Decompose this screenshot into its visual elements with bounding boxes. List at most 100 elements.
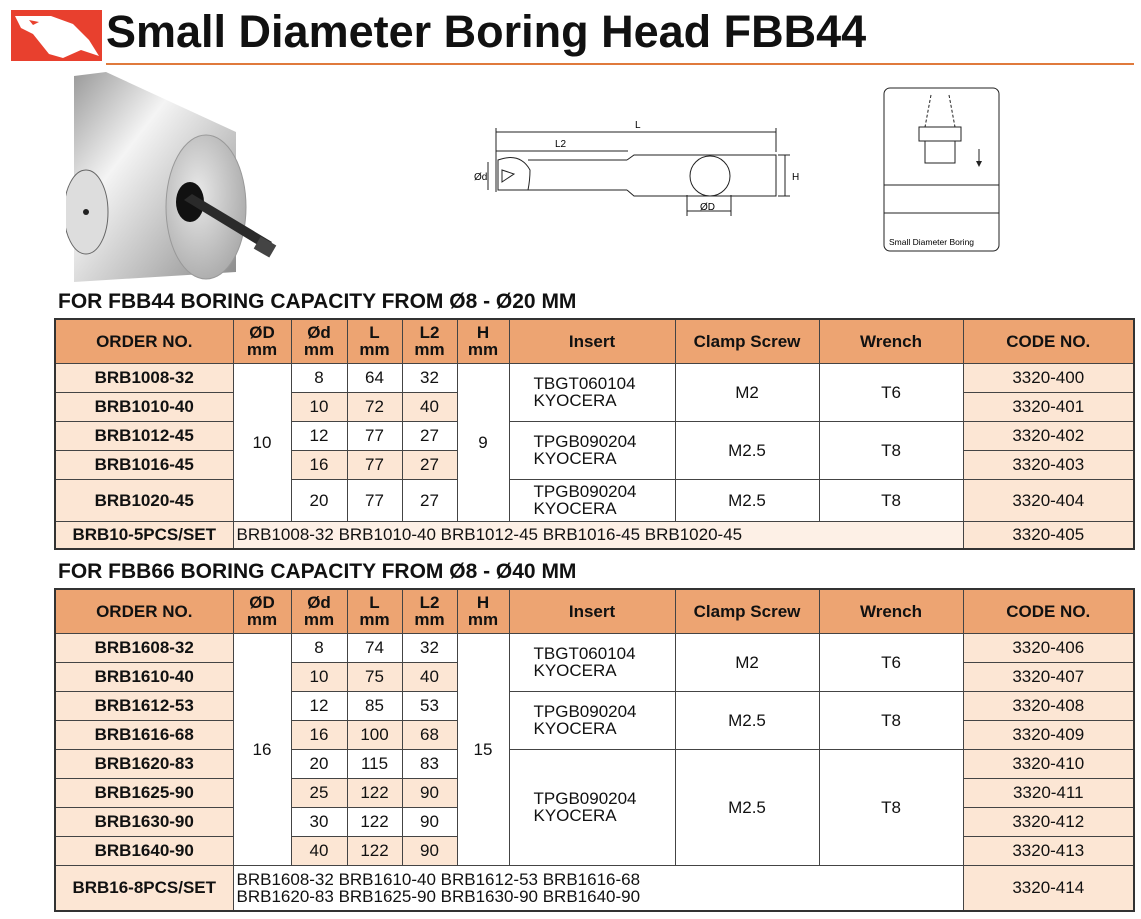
- code-no: 3320-406: [962, 632, 1135, 663]
- order-no: BRB1612-53: [54, 690, 234, 721]
- section-heading-fbb66: FOR FBB66 BORING CAPACITY FROM Ø8 - Ø40 …: [58, 560, 577, 583]
- code-no: 3320-401: [962, 391, 1135, 422]
- set-members-line: BRB1620-83 BRB1625-90 BRB1630-90 BRB1640…: [236, 886, 641, 906]
- insert-brand: KYOCERA: [533, 499, 617, 518]
- column-header-text: Ød: [307, 593, 331, 613]
- code-no: 3320-403: [962, 449, 1135, 480]
- column-header-text: mm: [414, 610, 445, 630]
- length: 74: [346, 632, 403, 663]
- column-header: L2 mm: [401, 318, 458, 364]
- code-no: 3320-402: [962, 420, 1135, 451]
- order-no: BRB1608-32: [54, 632, 234, 663]
- code-no: 3320-408: [962, 690, 1135, 721]
- column-header-text: Clamp Screw: [693, 331, 801, 351]
- table-row: BRB1012-45 12 77 27 TPGB090204 KYOCERA M2.5 T8 3…: [54, 420, 1135, 480]
- column-header-text: Ød: [307, 323, 331, 343]
- table-row: BRB1630-90 30 122 90 3320-412: [54, 806, 1135, 837]
- length: 100: [346, 719, 403, 750]
- column-header-text: ORDER NO.: [96, 331, 193, 351]
- set-row: BRB10-5PCS/SET BRB1008-32 BRB1010-40 BRB1…: [54, 520, 1135, 550]
- code-no: 3320-407: [962, 661, 1135, 692]
- insert-brand: KYOCERA: [533, 719, 617, 738]
- column-header-text: mm: [359, 340, 390, 360]
- column-header-text: CODE NO.: [1006, 601, 1091, 621]
- insert: TPGB090204 KYOCERA: [508, 478, 676, 522]
- column-header: Ød mm: [290, 588, 348, 634]
- column-header: CODE NO.: [962, 318, 1135, 364]
- code-no: 3320-404: [962, 478, 1135, 522]
- column-header: CODE NO.: [962, 588, 1135, 634]
- length: 122: [346, 777, 403, 808]
- min-bore-diameter: 8: [290, 362, 348, 393]
- column-header: ORDER NO.: [54, 588, 234, 634]
- order-no: BRB1008-32: [54, 362, 234, 393]
- table-row: BRB1640-90 40 122 90 3320-413: [54, 835, 1135, 866]
- min-bore-diameter: 25: [290, 777, 348, 808]
- insert-code: TBGT060104: [533, 374, 636, 393]
- column-header-text: H: [476, 323, 490, 343]
- length: 85: [346, 690, 403, 721]
- column-header: ØD mm: [232, 588, 292, 634]
- column-header: L2 mm: [401, 588, 458, 634]
- order-no: BRB1620-83: [54, 748, 234, 779]
- length: 115: [346, 748, 403, 779]
- column-header-text: Insert: [568, 331, 616, 351]
- insert-code: TPGB090204: [533, 789, 637, 808]
- clamp-screw: M2: [674, 362, 820, 422]
- code-no: 3320-413: [962, 835, 1135, 866]
- length-l2: 32: [401, 632, 458, 663]
- length: 72: [346, 391, 403, 422]
- code-no: 3320-411: [962, 777, 1135, 808]
- column-header-text: Wrench: [859, 601, 923, 621]
- insert-brand: KYOCERA: [533, 391, 617, 410]
- min-bore-diameter: 10: [290, 661, 348, 692]
- column-header: Insert: [508, 318, 676, 364]
- set-members: BRB1608-32 BRB1610-40 BRB1612-53 BRB1616…: [232, 864, 964, 912]
- column-header-text: ØD: [249, 593, 275, 613]
- insert-code: TPGB090204: [533, 432, 637, 451]
- shank-diameter: 16: [232, 632, 292, 866]
- table-row: BRB1016-45 16 77 27 3320-403: [54, 449, 1135, 480]
- order-no: BRB1640-90: [54, 835, 234, 866]
- title-underline: [106, 63, 1134, 65]
- insert-code: TBGT060104: [533, 644, 636, 663]
- set-members-line: BRB1608-32 BRB1610-40 BRB1612-53 BRB1616…: [236, 869, 641, 889]
- clamp-screw: M2.5: [674, 420, 820, 480]
- length-l2: 27: [401, 449, 458, 480]
- table-row: BRB1610-40 10 75 40 3320-407: [54, 661, 1135, 692]
- column-header-text: mm: [414, 340, 445, 360]
- min-bore-diameter: 40: [290, 835, 348, 866]
- min-bore-diameter: 16: [290, 449, 348, 480]
- diagram-caption: Small Diameter Boring: [889, 237, 974, 247]
- table-row: BRB1608-32 16 8 74 32 15 TBGT060104 KYOCERA M2 T6…: [54, 632, 1135, 866]
- column-header: Ød mm: [290, 318, 348, 364]
- length-l2: 27: [401, 420, 458, 451]
- wrench: T6: [818, 632, 964, 692]
- order-no: BRB1610-40: [54, 661, 234, 692]
- length: 77: [346, 478, 403, 522]
- diagram-label-d: Ød: [474, 172, 487, 183]
- order-no: BRB1616-68: [54, 719, 234, 750]
- column-header: Wrench: [818, 318, 964, 364]
- length-l2: 90: [401, 777, 458, 808]
- wrench: T8: [818, 748, 964, 866]
- column-header-text: L2: [419, 323, 440, 343]
- set-row: BRB16-8PCS/SET BRB1608-32 BRB1610-40 BRB1…: [54, 864, 1135, 912]
- length-l2: 83: [401, 748, 458, 779]
- table-row: BRB1612-53 12 85 53 TPGB090204 KYOCERA M2.5 T8 3…: [54, 690, 1135, 750]
- tool-dimension-diagram: L L2 ØD H Ød: [470, 110, 810, 230]
- length-l2: 68: [401, 719, 458, 750]
- length-l2: 32: [401, 362, 458, 393]
- clamp-screw: M2: [674, 632, 820, 692]
- column-header-text: Wrench: [859, 331, 923, 351]
- boring-operation-diagram: Small Diameter Boring: [883, 87, 1000, 252]
- diagram-label-H: H: [792, 172, 799, 183]
- clamp-screw: M2.5: [674, 748, 820, 866]
- section-heading-fbb44: FOR FBB44 BORING CAPACITY FROM Ø8 - Ø20 …: [58, 290, 577, 313]
- order-no: BRB1625-90: [54, 777, 234, 808]
- length: 122: [346, 835, 403, 866]
- set-order-no: BRB16-8PCS/SET: [54, 864, 234, 912]
